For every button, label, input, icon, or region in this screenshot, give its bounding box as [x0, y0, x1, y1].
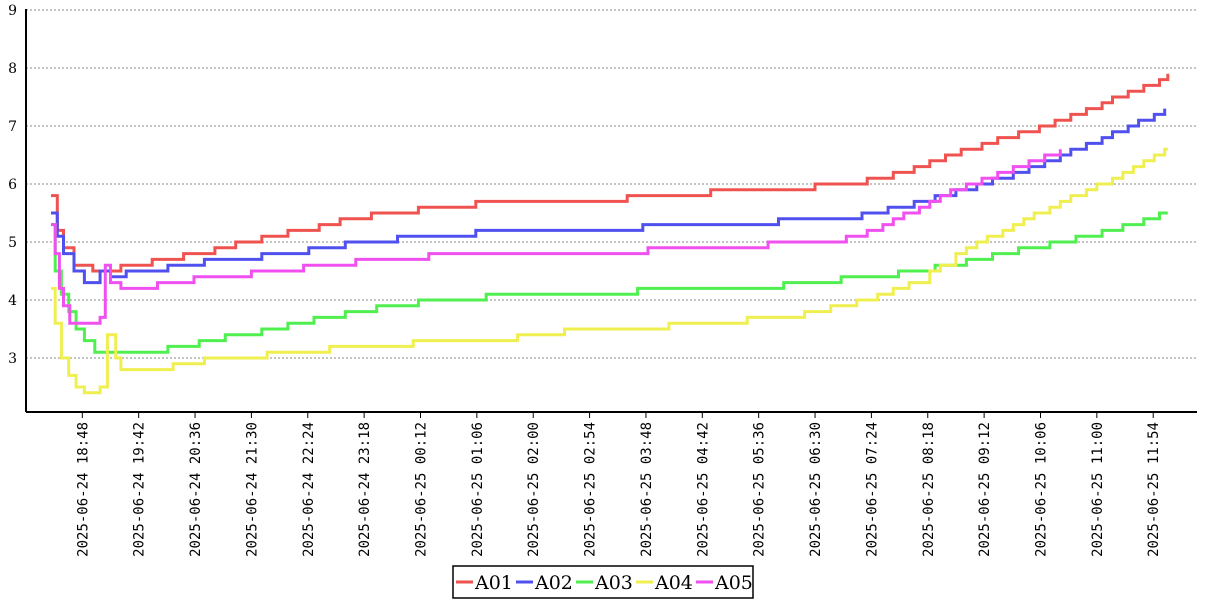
legend-label-a05: A05	[714, 572, 753, 594]
series-line-a03	[51, 211, 1168, 354]
x-tick-label: 2025-06-25 00:12	[413, 422, 429, 557]
series-line-a02	[51, 108, 1167, 285]
y-tick-label: 7	[8, 119, 17, 135]
series-line-a01	[51, 73, 1170, 273]
legend-label-a02: A02	[534, 572, 573, 594]
x-tick-label: 2025-06-25 01:06	[470, 422, 486, 557]
x-tick-label: 2025-06-24 19:42	[132, 422, 148, 557]
legend-box	[452, 565, 754, 599]
x-tick-label: 2025-06-25 09:12	[977, 422, 993, 557]
x-tick-label: 2025-06-25 04:42	[695, 422, 711, 557]
gridlines	[26, 9, 1197, 359]
series-line-a05	[51, 149, 1062, 325]
y-tick-labels: 3 4 5 6 7 8 9	[8, 3, 17, 367]
x-tick-label: 2025-06-24 21:30	[244, 422, 260, 557]
y-tick-label: 3	[8, 351, 17, 367]
x-tick-label: 2025-06-25 11:00	[1090, 422, 1106, 557]
x-tick-labels: 2025-06-24 18:48 2025-06-24 19:42 2025-06-…	[75, 412, 1162, 557]
legend-label-a03: A03	[594, 572, 633, 594]
x-tick-label: 2025-06-25 10:06	[1033, 422, 1049, 557]
legend-label-a04: A04	[654, 572, 693, 594]
legend: A01 A02 A03 A04 A05	[452, 565, 754, 599]
x-tick-label: 2025-06-25 05:36	[752, 422, 768, 557]
series-lines	[51, 73, 1170, 395]
x-tick-label: 2025-06-25 08:18	[921, 422, 937, 557]
y-tick-label: 6	[8, 177, 17, 193]
axes	[25, 9, 1197, 413]
legend-label-a01: A01	[474, 572, 513, 594]
y-tick-label: 9	[8, 3, 17, 19]
y-tick-label: 5	[8, 235, 17, 251]
x-tick-label: 2025-06-24 22:24	[301, 422, 317, 557]
y-tick-label: 4	[8, 293, 17, 309]
x-tick-label: 2025-06-25 06:30	[808, 422, 824, 557]
series-line-a04	[51, 147, 1168, 395]
x-tick-label: 2025-06-25 02:00	[526, 422, 542, 557]
y-tick-label: 8	[8, 61, 17, 77]
x-tick-label: 2025-06-25 11:54	[1146, 422, 1162, 557]
x-tick-label: 2025-06-25 02:54	[583, 422, 599, 557]
x-tick-label: 2025-06-24 23:18	[357, 422, 373, 557]
x-tick-label: 2025-06-25 07:24	[864, 422, 880, 557]
x-tick-label: 2025-06-25 03:48	[639, 422, 655, 557]
x-tick-label: 2025-06-24 20:36	[188, 422, 204, 557]
x-tick-label: 2025-06-24 18:48	[75, 422, 91, 557]
